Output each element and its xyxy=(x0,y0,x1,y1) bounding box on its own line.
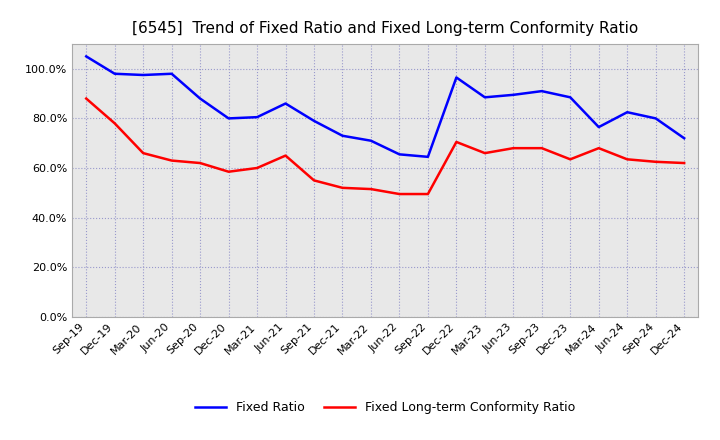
Fixed Long-term Conformity Ratio xyxy=(509,146,518,151)
Fixed Long-term Conformity Ratio xyxy=(452,139,461,145)
Fixed Long-term Conformity Ratio xyxy=(139,150,148,156)
Fixed Ratio xyxy=(452,75,461,80)
Fixed Long-term Conformity Ratio xyxy=(595,146,603,151)
Fixed Ratio xyxy=(310,118,318,124)
Fixed Ratio xyxy=(366,138,375,143)
Fixed Long-term Conformity Ratio xyxy=(366,187,375,192)
Fixed Ratio xyxy=(139,72,148,77)
Fixed Ratio xyxy=(595,125,603,130)
Fixed Long-term Conformity Ratio xyxy=(338,185,347,191)
Fixed Ratio xyxy=(537,88,546,94)
Fixed Long-term Conformity Ratio xyxy=(167,158,176,163)
Fixed Long-term Conformity Ratio xyxy=(652,159,660,165)
Fixed Ratio xyxy=(680,136,688,141)
Fixed Long-term Conformity Ratio xyxy=(225,169,233,174)
Fixed Ratio xyxy=(110,71,119,77)
Fixed Ratio xyxy=(566,95,575,100)
Legend: Fixed Ratio, Fixed Long-term Conformity Ratio: Fixed Ratio, Fixed Long-term Conformity … xyxy=(195,401,575,414)
Fixed Long-term Conformity Ratio xyxy=(196,161,204,166)
Fixed Long-term Conformity Ratio xyxy=(680,161,688,166)
Fixed Ratio xyxy=(509,92,518,98)
Fixed Long-term Conformity Ratio xyxy=(566,157,575,162)
Fixed Long-term Conformity Ratio xyxy=(310,178,318,183)
Fixed Long-term Conformity Ratio xyxy=(110,121,119,126)
Fixed Long-term Conformity Ratio xyxy=(480,150,489,156)
Fixed Ratio xyxy=(82,54,91,59)
Fixed Long-term Conformity Ratio xyxy=(82,96,91,101)
Fixed Long-term Conformity Ratio xyxy=(537,146,546,151)
Fixed Ratio xyxy=(623,110,631,115)
Fixed Ratio xyxy=(253,114,261,120)
Title: [6545]  Trend of Fixed Ratio and Fixed Long-term Conformity Ratio: [6545] Trend of Fixed Ratio and Fixed Lo… xyxy=(132,21,639,36)
Fixed Ratio xyxy=(480,95,489,100)
Fixed Long-term Conformity Ratio xyxy=(395,191,404,197)
Fixed Ratio xyxy=(338,133,347,139)
Line: Fixed Long-term Conformity Ratio: Fixed Long-term Conformity Ratio xyxy=(86,99,684,194)
Line: Fixed Ratio: Fixed Ratio xyxy=(86,56,684,157)
Fixed Ratio xyxy=(167,71,176,77)
Fixed Long-term Conformity Ratio xyxy=(423,191,432,197)
Fixed Ratio xyxy=(652,116,660,121)
Fixed Ratio xyxy=(423,154,432,159)
Fixed Ratio xyxy=(395,152,404,157)
Fixed Ratio xyxy=(225,116,233,121)
Fixed Long-term Conformity Ratio xyxy=(623,157,631,162)
Fixed Ratio xyxy=(196,96,204,101)
Fixed Long-term Conformity Ratio xyxy=(253,165,261,171)
Fixed Ratio xyxy=(282,101,290,106)
Fixed Long-term Conformity Ratio xyxy=(282,153,290,158)
